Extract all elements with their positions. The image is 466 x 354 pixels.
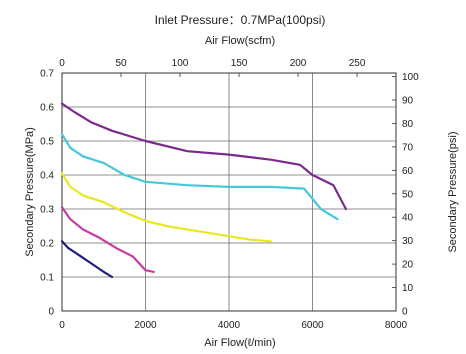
series-line-3 — [60, 172, 272, 243]
x2-tick-label: 50 — [115, 58, 127, 69]
y2-tick-label: 20 — [402, 260, 414, 271]
tick-labels: 00.10.20.30.40.50.60.70 2000 4000 6000 80000… — [40, 58, 419, 331]
series-line-5 — [60, 102, 347, 211]
y-tick-label: 0.7 — [40, 69, 54, 80]
x2-tick-label: 200 — [290, 58, 307, 69]
y2-tick-label: 50 — [402, 189, 414, 200]
x-tick-label: 0 — [59, 320, 65, 331]
y2-axis-title: Secondary Pressure(psi) — [447, 131, 459, 252]
grid — [62, 73, 396, 311]
y-tick-label: 0.5 — [40, 137, 54, 148]
y-tick-label: 0.6 — [40, 103, 54, 114]
y2-tick-label: 0 — [402, 307, 408, 318]
y2-tick-label: 100 — [402, 72, 419, 83]
x2-tick-label: 150 — [231, 58, 248, 69]
series-group — [60, 102, 347, 279]
chart-title: Inlet Pressure：0.7MPa(100psi) — [155, 13, 326, 27]
x-tick-label: 4000 — [218, 320, 241, 331]
y2-tick-label: 10 — [402, 283, 414, 294]
y2-tick-label: 30 — [402, 236, 414, 247]
y2-tick-label: 90 — [402, 95, 414, 106]
series-line-4 — [60, 133, 339, 221]
y2-tick-label: 70 — [402, 142, 414, 153]
x2-tick-label: 250 — [349, 58, 366, 69]
x-axis-title: Air Flow(ℓ/min) — [204, 337, 275, 349]
y-tick-label: 0 — [48, 307, 54, 318]
y-tick-label: 0.1 — [40, 273, 54, 284]
y2-tick-label: 60 — [402, 166, 414, 177]
y-tick-label: 0.3 — [40, 205, 54, 216]
y-tick-label: 0.4 — [40, 171, 54, 182]
x-tick-label: 2000 — [134, 320, 157, 331]
x-tick-label: 8000 — [385, 320, 408, 331]
plot-frame — [61, 72, 397, 312]
plot-border — [61, 72, 397, 312]
y2-tick-label: 80 — [402, 119, 414, 130]
series-line-1 — [60, 240, 114, 279]
x-tick-label: 6000 — [301, 320, 324, 331]
x2-tick-label: 0 — [59, 58, 65, 69]
x2-axis-title: Air Flow(scfm) — [205, 35, 275, 47]
series-line-2 — [60, 206, 155, 273]
y-axis-title: Secondary Pressure(MPa) — [24, 127, 36, 257]
y2-tick-label: 40 — [402, 213, 414, 224]
y-tick-label: 0.2 — [40, 239, 54, 250]
x2-tick-label: 100 — [172, 58, 189, 69]
